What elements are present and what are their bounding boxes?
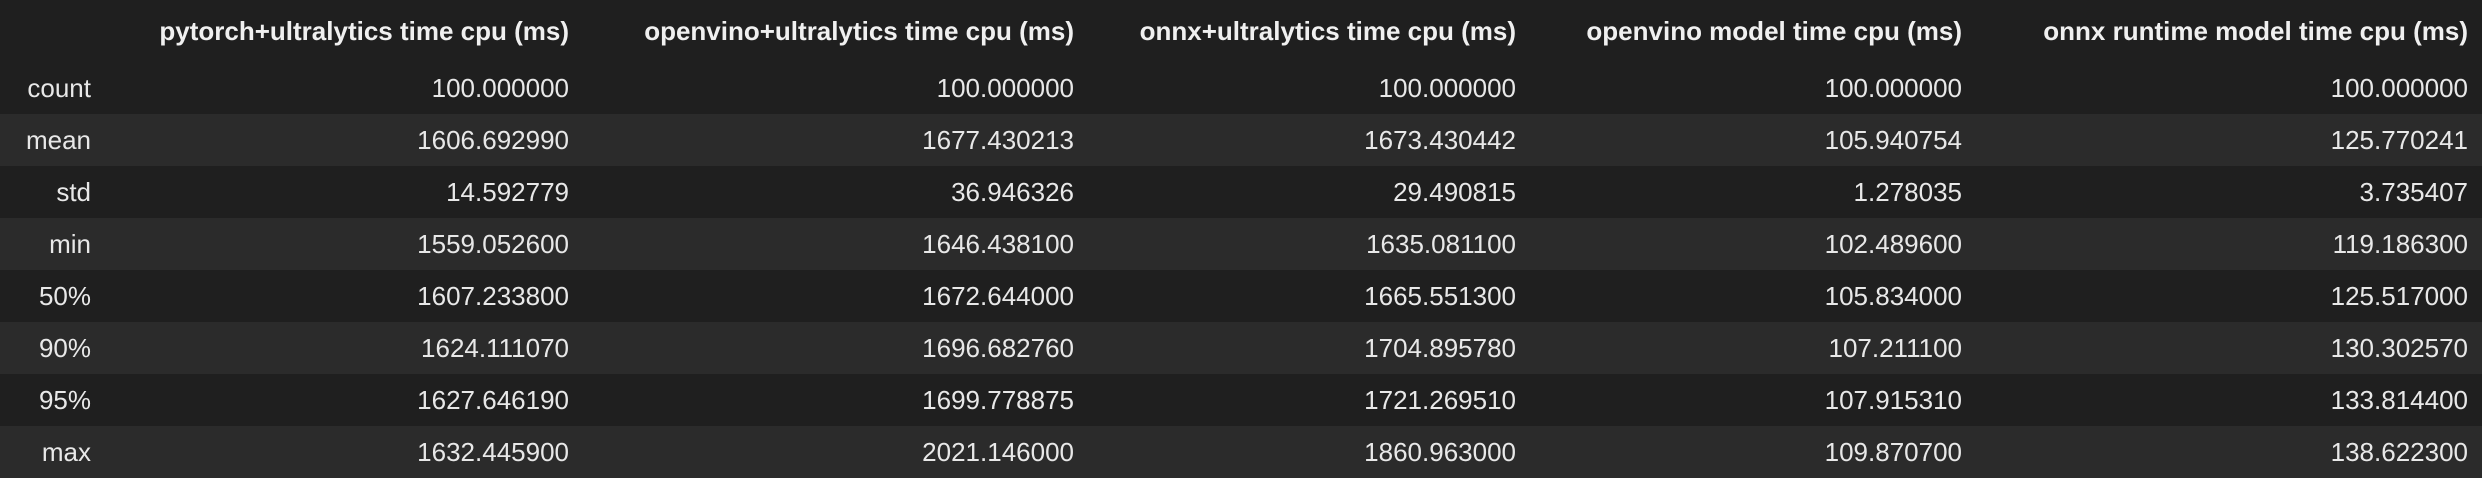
table-cell: 107.915310 <box>1824 384 1962 415</box>
table-cell: 1677.430213 <box>922 124 1074 155</box>
corner-cell <box>0 0 105 62</box>
table-cell: 1860.963000 <box>1364 436 1516 467</box>
table-cell: 1704.895780 <box>1364 332 1516 363</box>
table-cell: 138.622300 <box>2330 436 2468 467</box>
header-row: pytorch+ultralytics time cpu (ms) openvi… <box>0 0 2482 62</box>
column-header: openvino model time cpu (ms) <box>1530 0 1976 62</box>
table-row: mean 1606.692990 1677.430213 1673.430442… <box>0 114 2482 166</box>
table-cell: 100.000000 <box>936 72 1074 103</box>
table-cell: 1632.445900 <box>417 436 569 467</box>
table-cell: 1624.111070 <box>421 332 569 363</box>
table-cell: 100.000000 <box>431 72 569 103</box>
table-cell: 107.211100 <box>1828 332 1962 363</box>
table-cell: 1607.233800 <box>417 280 569 311</box>
row-label: std <box>56 176 91 207</box>
column-header: onnx+ultralytics time cpu (ms) <box>1088 0 1530 62</box>
table-cell: 3.735407 <box>2359 176 2468 207</box>
table-cell: 1673.430442 <box>1364 124 1516 155</box>
row-label: count <box>27 72 91 103</box>
column-header: openvino+ultralytics time cpu (ms) <box>583 0 1088 62</box>
table-cell: 14.592779 <box>446 176 569 207</box>
table-cell: 100.000000 <box>1378 72 1516 103</box>
table-cell: 1672.644000 <box>922 280 1074 311</box>
table-cell: 1606.692990 <box>417 124 569 155</box>
table-row: count 100.000000 100.000000 100.000000 1… <box>0 62 2482 114</box>
row-label: min <box>49 228 91 259</box>
table-cell: 1699.778875 <box>922 384 1074 415</box>
table-cell: 133.814400 <box>2330 384 2468 415</box>
row-label: max <box>41 436 91 467</box>
table-cell: 36.946326 <box>951 176 1074 207</box>
table-row: std 14.592779 36.946326 29.490815 1.2780… <box>0 166 2482 218</box>
table-cell: 125.770241 <box>2330 124 2468 155</box>
table-cell: 1635.081100 <box>1366 228 1516 259</box>
table-cell: 1646.438100 <box>922 228 1074 259</box>
table-cell: 100.000000 <box>1824 72 1962 103</box>
table-cell: 105.834000 <box>1824 280 1962 311</box>
table-cell: 1696.682760 <box>922 332 1074 363</box>
table-row: 90% 1624.111070 1696.682760 1704.895780 … <box>0 322 2482 374</box>
table-cell: 1559.052600 <box>417 228 569 259</box>
table-row: max 1632.445900 2021.146000 1860.963000 … <box>0 426 2482 478</box>
table-cell: 125.517000 <box>2330 280 2468 311</box>
row-label: 50% <box>38 280 91 311</box>
row-label: 90% <box>38 332 91 363</box>
row-label: 95% <box>38 384 91 415</box>
table-row: min 1559.052600 1646.438100 1635.081100 … <box>0 218 2482 270</box>
table-cell: 1627.646190 <box>417 384 569 415</box>
table-cell: 2021.146000 <box>922 436 1074 467</box>
table-cell: 1.278035 <box>1853 176 1962 207</box>
table-cell: 102.489600 <box>1824 228 1962 259</box>
row-label: mean <box>25 124 91 155</box>
column-header: pytorch+ultralytics time cpu (ms) <box>105 0 583 62</box>
table-cell: 29.490815 <box>1393 176 1516 207</box>
table-cell: 1721.269510 <box>1364 384 1516 415</box>
table-cell: 1665.551300 <box>1364 280 1516 311</box>
table-cell: 105.940754 <box>1824 124 1962 155</box>
column-header: onnx runtime model time cpu (ms) <box>1976 0 2482 62</box>
table-cell: 130.302570 <box>2330 332 2468 363</box>
table-row: 50% 1607.233800 1672.644000 1665.551300 … <box>0 270 2482 322</box>
table-cell: 119.186300 <box>2332 228 2468 259</box>
table-cell: 109.870700 <box>1824 436 1962 467</box>
table-row: 95% 1627.646190 1699.778875 1721.269510 … <box>0 374 2482 426</box>
table-cell: 100.000000 <box>2330 72 2468 103</box>
